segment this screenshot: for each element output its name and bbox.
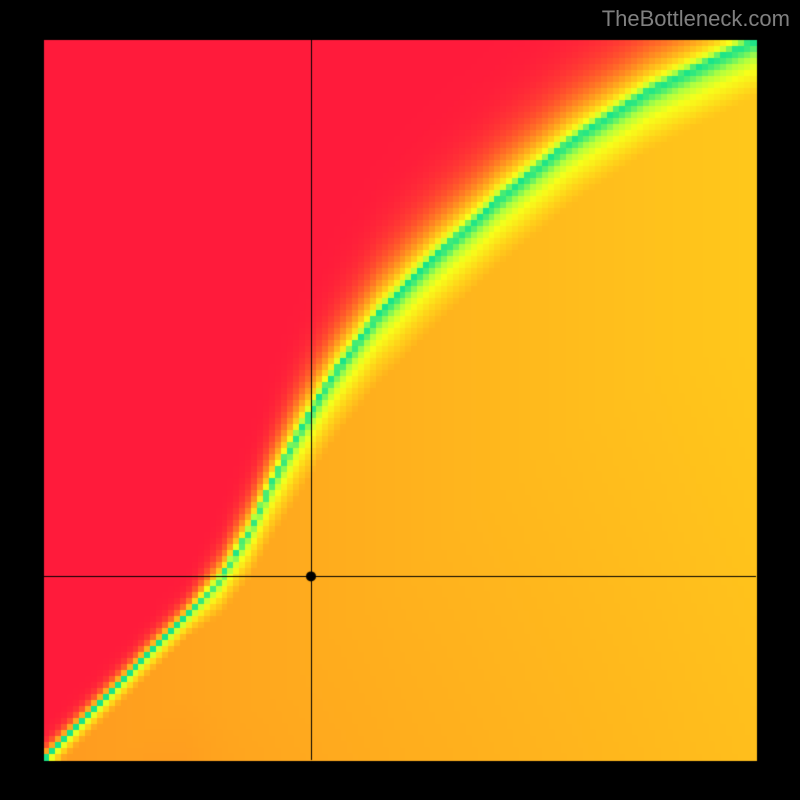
watermark-text: TheBottleneck.com [602, 6, 790, 32]
chart-container: TheBottleneck.com [0, 0, 800, 800]
bottleneck-heatmap [0, 0, 800, 800]
